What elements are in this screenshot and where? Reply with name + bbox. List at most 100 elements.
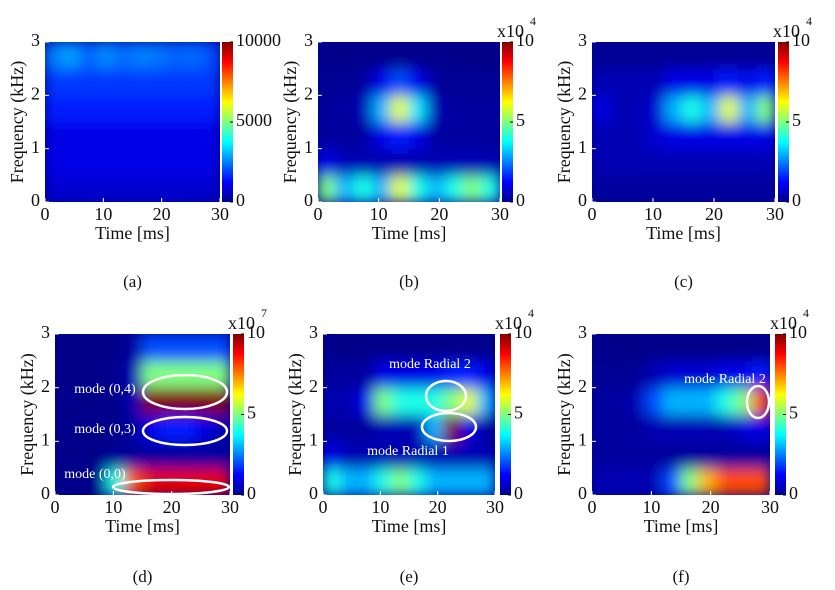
- heatmap-cell: [391, 360, 410, 389]
- heatmap-cell: [97, 68, 116, 96]
- heatmap-cell: [592, 174, 611, 202]
- heatmap-cell: [737, 148, 758, 176]
- heatmap-cell: [592, 68, 611, 96]
- colorbar: [233, 334, 244, 495]
- heatmap-cell: [356, 467, 376, 495]
- cells: [55, 334, 230, 495]
- colorbar-tick-label: 5: [514, 403, 523, 423]
- heatmap-cell: [72, 334, 91, 362]
- heatmap-cell: [97, 148, 116, 176]
- heatmap-cell: [212, 440, 230, 469]
- heatmap-cell: [356, 440, 376, 469]
- heatmap-cell: [737, 94, 758, 123]
- heatmap-cell: [408, 467, 427, 495]
- heatmap-cell: [408, 148, 428, 176]
- heatmap-cell: [391, 467, 410, 495]
- annotation-ellipse: [424, 379, 468, 413]
- heatmap-cell: [460, 334, 479, 362]
- colorbar-tick-label: 10: [516, 30, 534, 50]
- heatmap-cell: [167, 174, 186, 202]
- heatmap-cell: [372, 148, 392, 176]
- caption: (a): [123, 272, 142, 291]
- y-axis-label: Frequency (kHz): [554, 353, 575, 475]
- heatmap-cell: [609, 94, 630, 123]
- heatmap-cell: [45, 121, 63, 150]
- annotation-ellipse: [420, 411, 478, 443]
- heatmap-cell: [391, 387, 410, 415]
- annotation-ellipse: [141, 373, 229, 411]
- heatmap-cell: [372, 42, 392, 70]
- heatmap-cell: [45, 148, 63, 176]
- heatmap-cell: [477, 334, 495, 362]
- heatmap-cell: [442, 467, 462, 495]
- heatmap-cell: [89, 360, 108, 389]
- heatmap-cell: [627, 467, 646, 495]
- heatmap-cell: [97, 42, 116, 70]
- y-tick-label: 0: [41, 483, 50, 503]
- x-axis-label: Time [ms]: [372, 223, 447, 243]
- heatmap-cell: [202, 68, 220, 96]
- heatmap-cell: [391, 334, 410, 362]
- y-tick-label: 3: [578, 322, 587, 342]
- colorbar-multiplier: x10: [495, 313, 522, 333]
- heatmap-cell: [408, 360, 427, 389]
- heatmap-cell: [701, 42, 721, 70]
- heatmap-cell: [184, 174, 203, 202]
- heatmap-cell: [627, 387, 646, 415]
- x-tick-label: 0: [588, 204, 597, 224]
- heatmap-cell: [356, 334, 376, 362]
- heatmap-cell: [149, 68, 168, 96]
- heatmap-cell: [646, 174, 666, 202]
- y-tick-label: 1: [578, 137, 587, 157]
- heatmap-cell: [55, 467, 73, 495]
- caption: (e): [400, 567, 419, 586]
- heatmap-cell: [444, 68, 465, 96]
- heatmap-cell: [481, 68, 500, 96]
- heatmap-cell: [426, 68, 446, 96]
- heatmap-cell: [124, 414, 143, 442]
- heatmap-cell: [477, 360, 495, 389]
- heatmap-cell: [89, 414, 108, 442]
- heatmap-cell: [114, 174, 133, 202]
- heatmap-cell: [683, 42, 703, 70]
- x-tick-label: 10: [370, 204, 388, 224]
- heatmap-cell: [62, 121, 81, 150]
- heatmap-cell: [646, 94, 666, 123]
- heatmap-cell: [167, 42, 186, 70]
- colorbar-tick-label: 0: [792, 190, 801, 210]
- heatmap-cell: [477, 440, 495, 469]
- heatmap-cell: [323, 414, 341, 442]
- colorbar-tick-label: 0: [789, 483, 798, 503]
- annotation: mode (0,0): [64, 467, 126, 482]
- heatmap-cell: [644, 387, 664, 415]
- y-tick-label: 1: [41, 429, 50, 449]
- y-tick-label: 0: [304, 190, 313, 210]
- heatmap-cell: [374, 360, 393, 389]
- heatmap-cell: [460, 360, 479, 389]
- y-tick-label: 2: [41, 376, 50, 396]
- heatmap-cell: [107, 414, 126, 442]
- heatmap-cell: [609, 387, 629, 415]
- caption: (c): [674, 272, 693, 291]
- heatmap-cell: [664, 148, 684, 176]
- heatmap-cell: [698, 334, 718, 362]
- heatmap-cell: [335, 94, 355, 123]
- heatmap-cell: [184, 121, 203, 150]
- annotation: mode Radial 2: [684, 372, 766, 387]
- heatmap-cell: [339, 360, 358, 389]
- heatmap-cell: [444, 42, 465, 70]
- heatmap-cell: [159, 467, 178, 495]
- heatmap-cell: [318, 94, 337, 123]
- heatmap-cell: [79, 94, 98, 123]
- heatmap-cell: [374, 387, 393, 415]
- heatmap-cell: [353, 148, 374, 176]
- heatmap-cell: [335, 68, 355, 96]
- heatmap-cell: [756, 148, 775, 176]
- heatmap-cell: [609, 360, 629, 389]
- heatmap-cell: [72, 414, 91, 442]
- heatmap-cell: [628, 174, 648, 202]
- heatmap-cell: [481, 121, 500, 150]
- x-tick-label: 0: [314, 204, 323, 224]
- x-tick-label: 30: [211, 204, 229, 224]
- heatmap-cell: [184, 68, 203, 96]
